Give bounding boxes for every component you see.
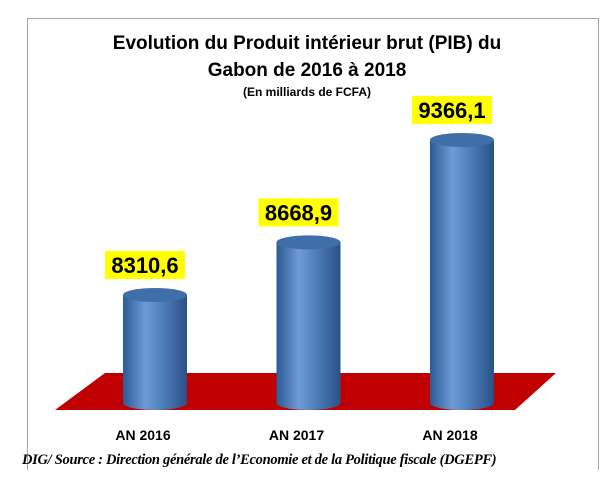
data-label: 8310,6 [111, 253, 178, 278]
x-tick-label: AN 2018 [422, 427, 477, 443]
bar [430, 139, 494, 410]
bar-top [123, 287, 187, 302]
source-note: DIG/ Source : Direction générale de l’Ec… [22, 452, 497, 468]
chart-frame [27, 18, 599, 470]
chart-title: Evolution du Produit intérieur brut (PIB… [112, 33, 502, 54]
data-label-bg [258, 198, 339, 227]
chart-subtitle: (En milliards de FCFA) [242, 85, 371, 99]
x-tick-label: AN 2016 [115, 427, 170, 443]
bar [276, 242, 341, 410]
data-label-bg [412, 95, 492, 124]
chart-title-line2: Gabon de 2016 à 2018 [207, 60, 407, 81]
data-label-bg [105, 250, 185, 279]
data-label: 8668,9 [265, 200, 332, 225]
x-tick-label: AN 2017 [269, 427, 324, 443]
bar-top [430, 132, 494, 147]
bar [123, 294, 187, 410]
data-label: 9366,1 [418, 98, 485, 123]
bar-top [276, 235, 341, 250]
